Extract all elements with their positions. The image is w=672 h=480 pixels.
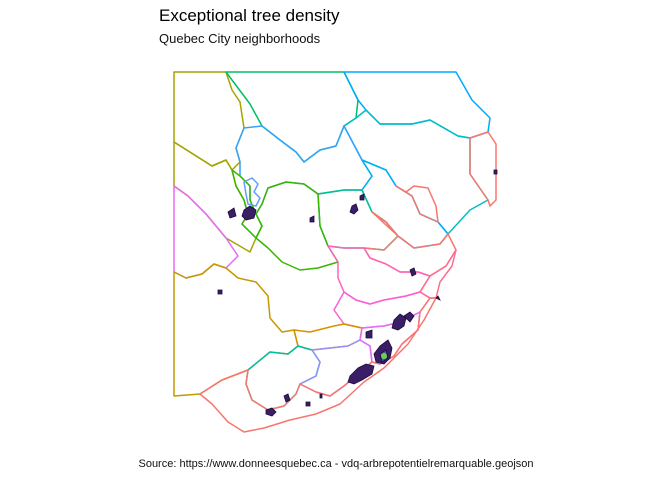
- neighborhood-boundary: [293, 323, 363, 351]
- density-patch: [309, 215, 315, 223]
- neighborhood-boundary: [173, 141, 257, 253]
- density-patch: [359, 193, 365, 201]
- density-patch: [241, 205, 257, 221]
- neighborhood-boundary: [231, 169, 263, 239]
- tree-density-layer: [217, 169, 498, 417]
- neighborhood-boundary: [235, 125, 373, 215]
- map-title: Exceptional tree density: [159, 6, 340, 25]
- neighborhood-boundary: [363, 211, 457, 277]
- neighborhood-boundary: [243, 177, 261, 207]
- density-patch: [217, 289, 223, 295]
- density-patch: [347, 363, 375, 385]
- density-patch: [283, 393, 291, 403]
- density-patch: [391, 313, 407, 331]
- neighborhood-boundaries: [173, 71, 497, 433]
- density-patch: [403, 311, 415, 323]
- source-caption: Source: https://www.donneesquebec.ca - v…: [138, 458, 534, 470]
- density-patch: [493, 169, 498, 175]
- density-patch: [319, 393, 323, 399]
- density-patch: [265, 407, 277, 417]
- density-patch: [305, 401, 311, 407]
- neighborhood-boundary: [317, 189, 399, 251]
- neighborhood-boundary: [173, 263, 299, 397]
- density-patch: [409, 267, 417, 277]
- neighborhood-boundary: [469, 131, 497, 207]
- density-patch: [349, 203, 359, 215]
- neighborhood-boundary: [173, 71, 245, 171]
- neighborhood-boundary: [419, 249, 457, 299]
- neighborhood-boundary: [255, 181, 339, 271]
- density-patch: [365, 329, 373, 339]
- density-peak: [381, 353, 387, 359]
- neighborhood-boundary: [333, 291, 431, 329]
- neighborhood-boundary: [395, 185, 439, 223]
- neighborhood-boundary: [245, 345, 321, 411]
- neighborhood-boundary: [199, 297, 437, 433]
- neighborhood-boundary: [173, 185, 239, 279]
- density-patch: [435, 295, 441, 301]
- map-subtitle: Quebec City neighborhoods: [159, 31, 321, 46]
- density-patch: [227, 207, 237, 219]
- neighborhood-boundary: [343, 71, 491, 139]
- neighborhood-boundary: [343, 109, 489, 235]
